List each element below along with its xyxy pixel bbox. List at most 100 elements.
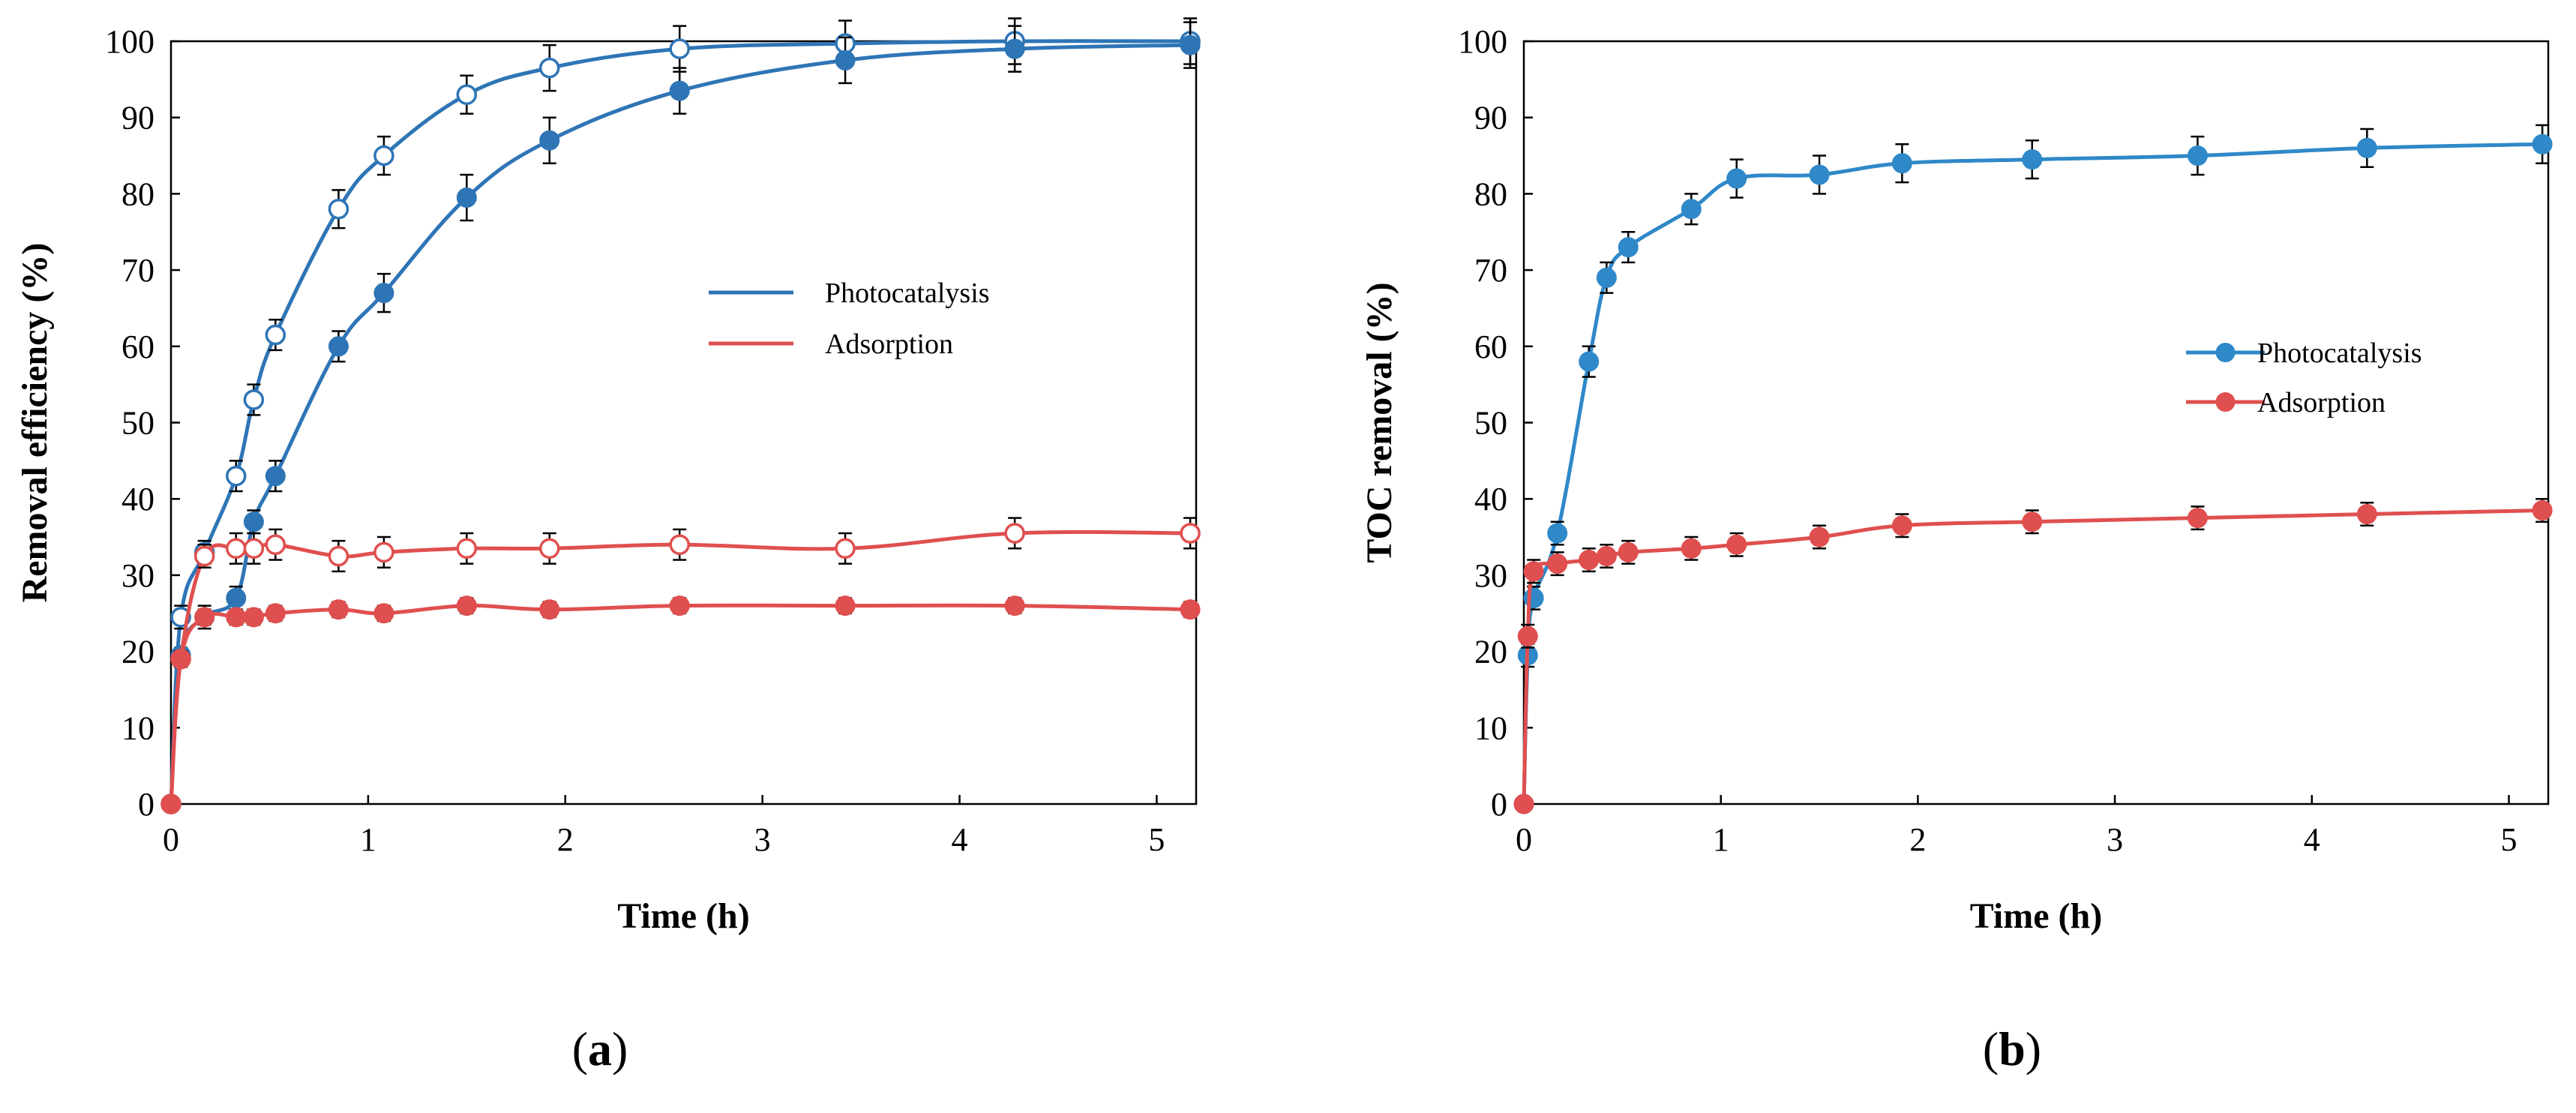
data-point [539,130,560,151]
y-tick-label: 70 [1474,252,1507,289]
y-tick-label: 30 [1474,557,1507,594]
data-point [1726,168,1747,189]
y-tick-label: 80 [121,176,154,212]
data-point [1517,626,1538,646]
data-point [373,283,394,304]
y-tick-label: 10 [121,710,154,746]
data-point [328,599,349,620]
data-point [1579,351,1600,372]
data-point [328,198,349,220]
y-tick-label: 100 [105,23,154,60]
y-tick-label: 20 [121,634,154,670]
data-point [2187,508,2208,529]
data-point [265,466,286,487]
data-point [1726,534,1747,555]
data-point [2356,504,2377,525]
x-axis-label: Time (h) [617,896,749,936]
data-point [1618,542,1639,562]
data-point [226,587,247,608]
data-point [265,324,286,346]
panel-label-paren-open: ( [572,1022,588,1076]
y-tick-label: 60 [121,328,154,365]
data-point [1891,153,1912,174]
data-point [373,145,394,166]
panel-b: 0 10 20 30 40 50 60 70 80 90 100 0 1 2 3 4 5 Time (h) TOC … [1360,23,2553,1076]
panel-a: 0 10 20 30 40 50 60 70 80 90 100 0 1 2 3 4 5 Time (h) Remo… [15,17,1201,1076]
series-line [169,43,1191,805]
data-point [328,545,349,567]
series-line [1522,142,2543,805]
data-point [835,596,856,616]
legend-marker [2215,392,2236,412]
series-1 [160,21,1201,814]
data-point [669,80,690,101]
data-point [226,607,247,628]
plot-frame [169,40,1198,806]
y-tick-label: 70 [121,252,154,289]
data-point [1523,561,1544,582]
x-tick-label: 3 [754,821,771,858]
series-1 [1513,497,2553,814]
series-3 [160,596,1201,814]
data-point [194,607,215,628]
y-tick-label: 100 [1458,23,1507,60]
data-point [1547,554,1568,574]
data-point [539,599,560,620]
data-point [835,50,856,70]
data-point [265,534,286,555]
data-point [1004,523,1025,544]
data-point [1809,164,1830,185]
data-point [1547,523,1568,544]
y-tick-label: 90 [1474,100,1507,136]
data-point [1180,599,1201,620]
y-axis-label: Removal efficiency (%) [15,243,55,603]
x-tick-label: 4 [952,821,968,858]
data-point [170,649,191,670]
data-point [265,603,286,624]
data-point [669,38,690,59]
legend-label: Photocatalysis [825,278,990,309]
data-point [835,538,856,560]
legend: Photocatalysis Adsorption [709,278,990,360]
panel-label-letter: b [1999,1022,2026,1076]
x-tick-label: 5 [2500,821,2517,858]
panel-label-paren-open: ( [1983,1022,1999,1076]
panel-label-letter: a [588,1022,612,1076]
data-point [538,538,560,560]
data-point [243,538,265,560]
y-tick-label: 20 [1474,634,1507,670]
data-point [160,794,181,814]
data-point [1891,515,1912,536]
x-axis-label: Time (h) [1970,896,2102,936]
series-0 [1513,124,2553,814]
y-axis-label: TOC removal (%) [1360,282,1399,562]
series-0 [160,17,1201,814]
data-point [373,542,394,563]
y-tick-label: 40 [1474,481,1507,518]
x-tick-label: 0 [163,821,179,858]
x-tick-label: 2 [557,821,574,858]
y-tick-label: 40 [121,481,154,518]
y-tick-label: 50 [121,405,154,442]
data-point [1004,38,1025,59]
data-point [243,607,264,628]
series-line [169,603,1191,805]
data-point [1681,538,1702,559]
legend-label: Adsorption [825,328,953,360]
data-point [1180,523,1201,544]
data-point [243,512,264,532]
data-point [373,603,394,624]
data-point [456,596,477,616]
y-tick-label: 50 [1474,405,1507,442]
data-point [1618,237,1639,258]
series-line [169,530,1191,805]
data-point [243,389,265,410]
data-point [328,336,349,357]
panel-label: (a) [572,1022,628,1076]
x-tick-label: 5 [1148,821,1165,858]
y-tick-label: 80 [1474,176,1507,212]
data-point [1596,545,1617,566]
y-tick-label: 0 [1491,786,1507,823]
data-point [538,57,560,79]
y-tick-label: 60 [1474,328,1507,365]
